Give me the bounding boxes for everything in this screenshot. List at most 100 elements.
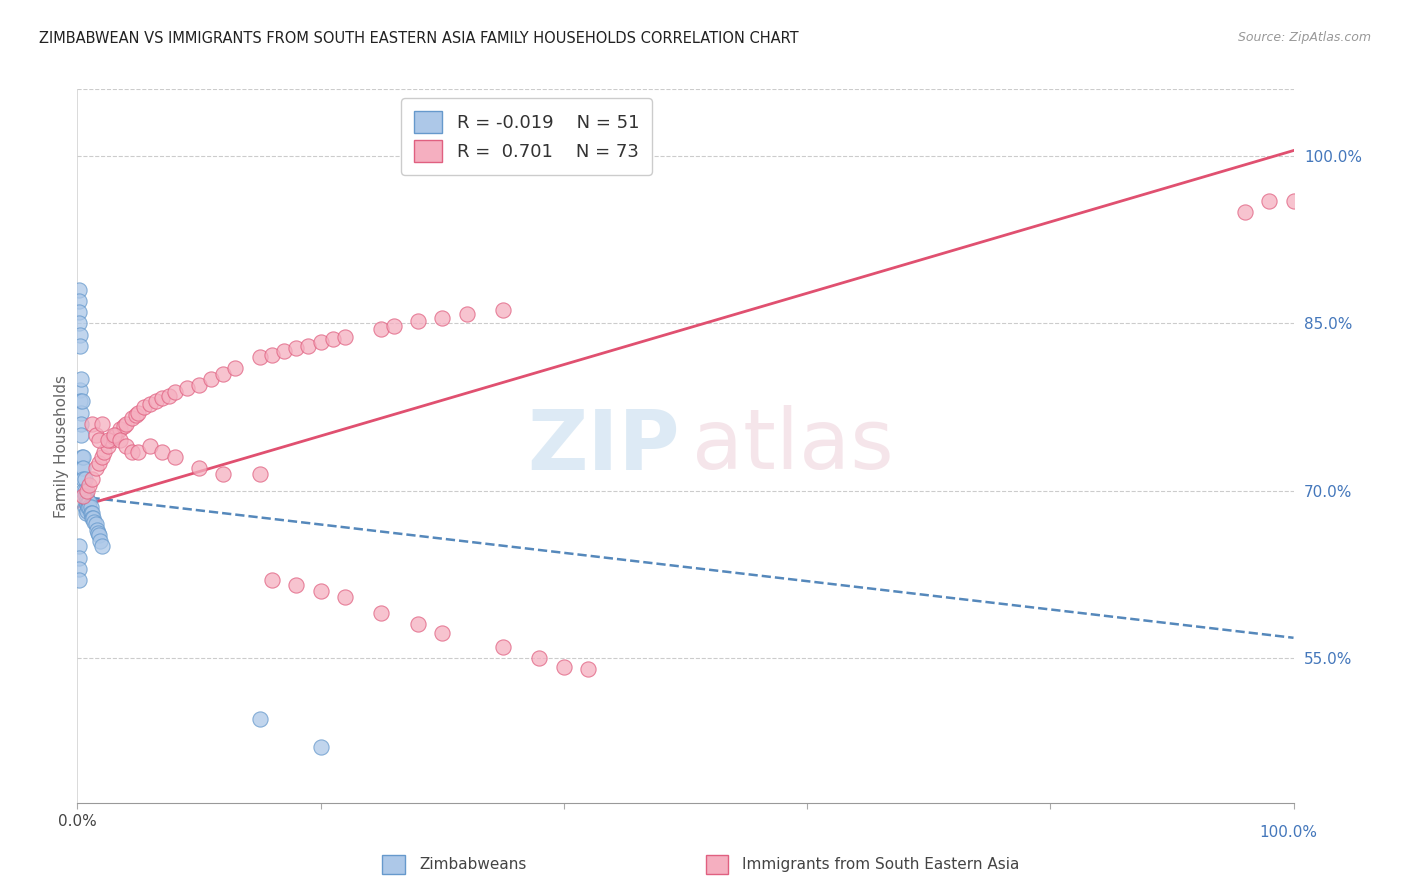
Point xyxy=(115,439,138,453)
Point xyxy=(553,660,575,674)
Point xyxy=(103,430,125,444)
Point xyxy=(127,406,149,420)
Point xyxy=(70,372,93,386)
Point xyxy=(69,339,91,353)
Point xyxy=(72,473,94,487)
Point xyxy=(139,397,162,411)
Point xyxy=(1258,194,1281,208)
Text: Zimbabweans: Zimbabweans xyxy=(419,857,526,871)
Point xyxy=(492,640,515,654)
Point xyxy=(100,434,122,448)
Point xyxy=(157,389,180,403)
Point xyxy=(322,332,344,346)
Point xyxy=(79,478,101,492)
Point xyxy=(67,317,90,331)
Point xyxy=(576,662,599,676)
Point xyxy=(108,422,131,436)
Point xyxy=(456,308,478,322)
Point xyxy=(492,303,515,318)
Point xyxy=(67,573,90,587)
Point xyxy=(67,562,90,576)
Point xyxy=(309,335,332,350)
Point xyxy=(70,394,93,409)
Point xyxy=(188,461,211,475)
Point xyxy=(309,740,332,755)
Point xyxy=(212,467,235,481)
Point xyxy=(529,651,551,665)
Point xyxy=(89,456,111,470)
Point xyxy=(69,394,91,409)
Point xyxy=(73,500,96,515)
Point xyxy=(89,533,111,548)
Point xyxy=(73,483,96,498)
Point xyxy=(176,381,198,395)
Point xyxy=(309,584,332,599)
Point xyxy=(67,294,90,309)
Point xyxy=(333,330,356,344)
Point xyxy=(80,473,103,487)
Point xyxy=(70,450,93,465)
Point xyxy=(224,361,246,376)
Point xyxy=(83,515,105,529)
Point xyxy=(163,385,186,400)
Point xyxy=(86,523,108,537)
Point xyxy=(249,467,271,481)
Point xyxy=(115,417,138,431)
Point xyxy=(72,450,94,465)
Text: atlas: atlas xyxy=(692,406,893,486)
Text: ZIMBABWEAN VS IMMIGRANTS FROM SOUTH EASTERN ASIA FAMILY HOUSEHOLDS CORRELATION C: ZIMBABWEAN VS IMMIGRANTS FROM SOUTH EAST… xyxy=(39,31,799,46)
Point xyxy=(79,500,101,515)
Point xyxy=(125,408,148,422)
Point xyxy=(285,578,308,592)
Point xyxy=(70,428,93,442)
Legend: R = -0.019    N = 51, R =  0.701    N = 73: R = -0.019 N = 51, R = 0.701 N = 73 xyxy=(401,98,652,175)
Point xyxy=(80,511,103,525)
Point xyxy=(75,495,97,509)
Point xyxy=(90,539,112,553)
Point xyxy=(77,495,100,509)
Point xyxy=(72,483,94,498)
Point xyxy=(249,712,271,726)
Point xyxy=(67,305,90,319)
Point xyxy=(200,372,222,386)
Point xyxy=(75,506,97,520)
Point xyxy=(82,511,104,525)
Point xyxy=(370,322,392,336)
Point xyxy=(152,391,174,405)
Point xyxy=(333,590,356,604)
Point xyxy=(80,506,103,520)
Point xyxy=(73,489,96,503)
Point xyxy=(93,444,115,458)
Point xyxy=(70,417,93,431)
Point xyxy=(108,434,131,448)
Point xyxy=(79,495,101,509)
Point xyxy=(112,419,135,434)
Point xyxy=(432,310,454,325)
Point xyxy=(67,283,90,297)
Point xyxy=(73,473,96,487)
Point xyxy=(80,506,103,520)
Text: Source: ZipAtlas.com: Source: ZipAtlas.com xyxy=(1237,31,1371,45)
Point xyxy=(134,400,156,414)
Point xyxy=(67,539,90,553)
Point xyxy=(188,377,211,392)
Point xyxy=(89,528,111,542)
Point xyxy=(69,384,91,398)
Point xyxy=(249,350,271,364)
Text: 100.0%: 100.0% xyxy=(1260,825,1317,840)
Point xyxy=(163,450,186,465)
Point xyxy=(77,500,100,515)
Point xyxy=(76,497,98,511)
Point xyxy=(97,439,120,453)
Point xyxy=(212,367,235,381)
Point xyxy=(1282,194,1305,208)
Point xyxy=(273,344,295,359)
Point xyxy=(67,550,90,565)
Point xyxy=(84,461,107,475)
Point xyxy=(72,489,94,503)
Point xyxy=(285,341,308,355)
Text: ZIP: ZIP xyxy=(527,406,679,486)
Point xyxy=(80,500,103,515)
Point xyxy=(406,617,429,632)
Point xyxy=(70,406,93,420)
